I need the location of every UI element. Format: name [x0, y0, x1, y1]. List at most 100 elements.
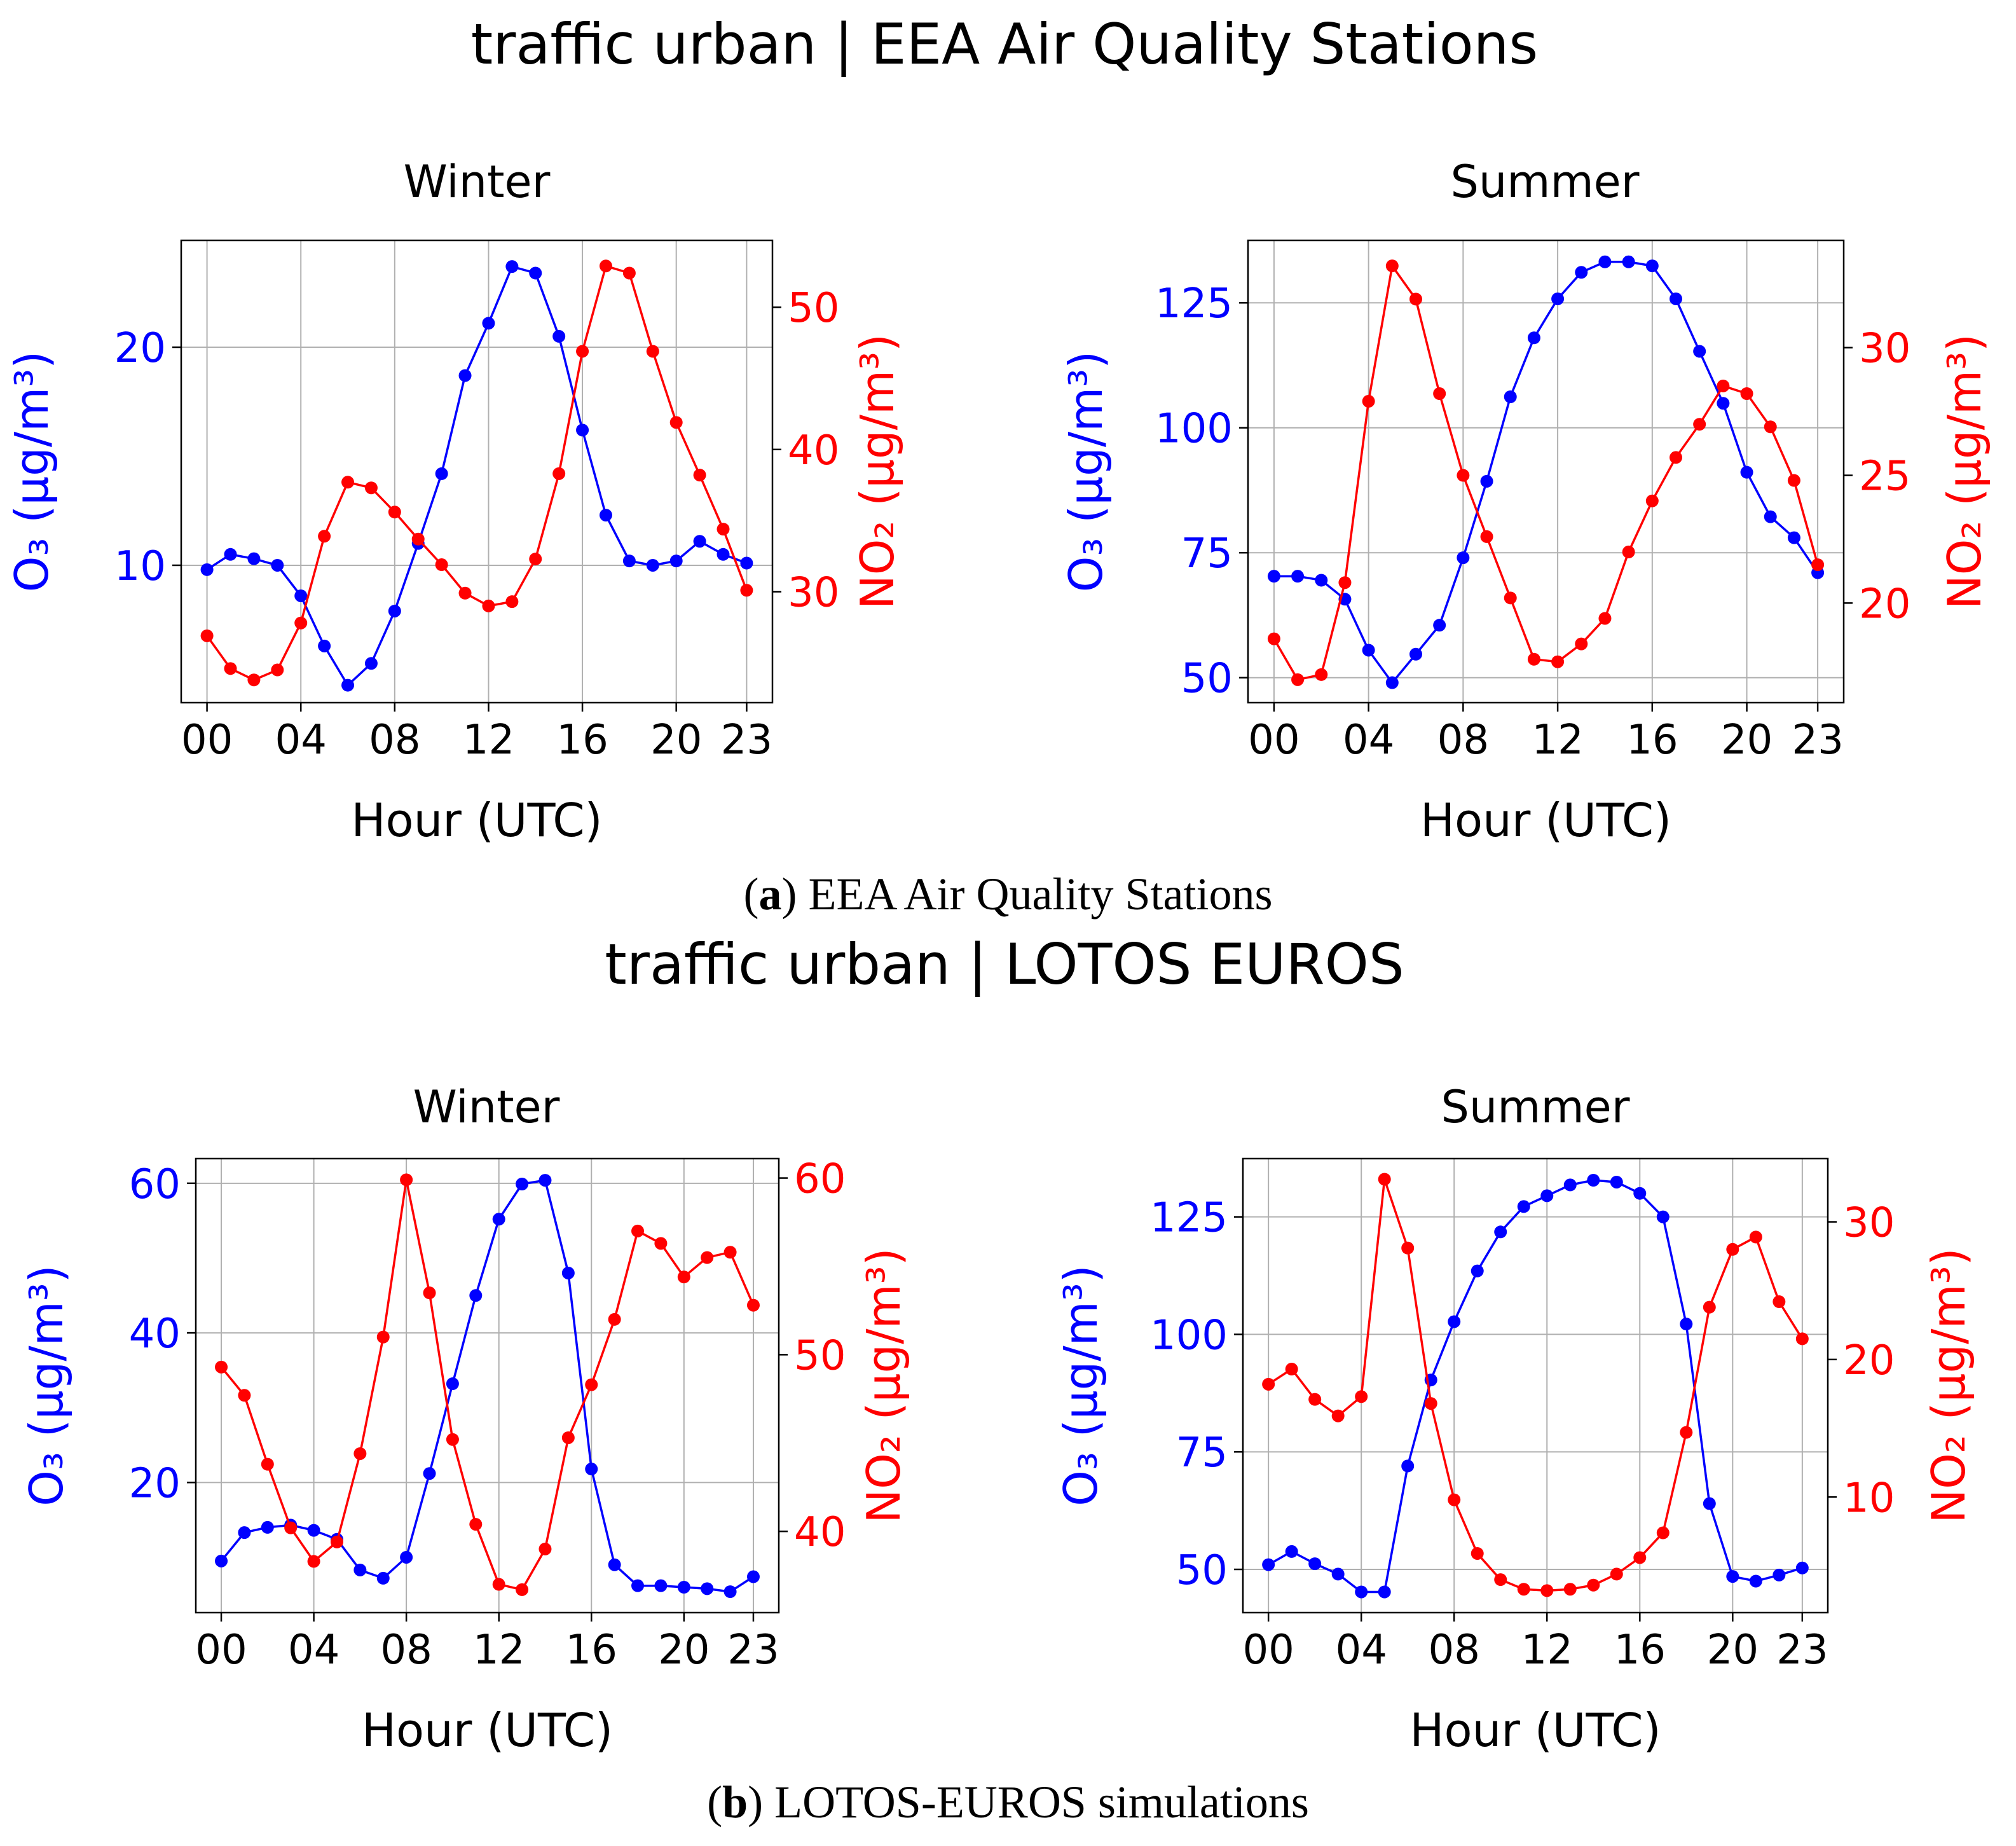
data-point-no2	[1645, 494, 1659, 507]
data-point-o3	[388, 604, 401, 617]
data-point-o3	[1480, 474, 1493, 488]
series-line-o3	[206, 265, 748, 687]
data-point-o3	[552, 329, 566, 343]
data-point-o3	[1285, 1545, 1298, 1558]
data-point-no2	[261, 1457, 274, 1471]
data-point-o3	[1764, 510, 1777, 523]
data-point-no2	[1424, 1397, 1437, 1410]
data-point-o3	[538, 1174, 552, 1187]
data-point-no2	[364, 481, 378, 495]
data-point-o3	[469, 1289, 483, 1302]
data-point-o3	[224, 548, 237, 561]
data-point-o3	[307, 1524, 320, 1537]
data-point-no2	[423, 1286, 436, 1300]
data-point-o3	[247, 552, 261, 565]
data-point-o3	[529, 266, 542, 280]
data-point-no2	[1494, 1573, 1507, 1587]
data-point-no2	[469, 1518, 483, 1531]
x-tick-label: 08	[1437, 717, 1489, 764]
data-point-no2	[1622, 546, 1635, 559]
x-tick-label: 00	[1242, 1627, 1294, 1674]
data-point-o3	[1575, 266, 1588, 279]
data-point-no2	[1680, 1426, 1693, 1439]
panel-title: Winter	[413, 1081, 560, 1133]
y-left-axis-label: O₃ (µg/m³)	[1054, 1265, 1107, 1506]
y-right-tick-label: 30	[1843, 1200, 1895, 1247]
data-point-no2	[307, 1555, 320, 1568]
data-point-no2	[492, 1578, 505, 1591]
data-point-no2	[341, 476, 355, 489]
caption-a-letter: a	[758, 869, 782, 920]
data-point-no2	[561, 1431, 575, 1444]
data-point-o3	[1693, 345, 1706, 358]
data-point-no2	[1315, 668, 1328, 681]
data-point-no2	[1717, 379, 1730, 392]
data-point-o3	[435, 467, 448, 480]
y-right-tick-label: 20	[1843, 1337, 1895, 1384]
x-tick-label: 12	[1532, 717, 1583, 764]
data-point-no2	[482, 599, 495, 612]
data-point-o3	[1749, 1574, 1762, 1588]
data-point-o3	[585, 1463, 598, 1476]
section-a-title: traffic urban | EEA Air Quality Stations	[471, 11, 1538, 78]
data-point-o3	[318, 639, 331, 652]
y-left-tick-label: 40	[129, 1311, 181, 1358]
y-right-axis-label: NO₂ (µg/m³)	[1922, 1248, 1975, 1523]
data-point-o3	[654, 1579, 668, 1592]
data-point-o3	[505, 260, 519, 273]
series-line-no2	[1268, 1178, 1804, 1592]
data-point-o3	[1645, 259, 1659, 273]
data-point-no2	[693, 469, 706, 482]
data-point-o3	[723, 1585, 737, 1599]
data-point-no2	[1610, 1567, 1623, 1581]
data-point-o3	[1385, 676, 1399, 689]
data-point-o3	[1362, 644, 1375, 657]
data-point-o3	[1551, 292, 1565, 305]
data-point-no2	[1773, 1295, 1786, 1309]
data-point-o3	[458, 369, 472, 382]
data-point-no2	[1385, 259, 1399, 273]
data-point-o3	[1563, 1178, 1577, 1192]
data-point-o3	[669, 554, 683, 568]
data-point-o3	[200, 563, 214, 576]
x-tick-label: 12	[473, 1627, 525, 1674]
y-left-tick-label: 50	[1176, 1547, 1228, 1594]
x-axis-label: Hour (UTC)	[1420, 794, 1671, 847]
y-left-axis-label: O₃ (µg/m³)	[5, 351, 58, 592]
data-point-no2	[1749, 1230, 1762, 1244]
data-point-no2	[376, 1330, 390, 1344]
data-point-o3	[1517, 1200, 1530, 1213]
data-point-no2	[271, 663, 284, 677]
caption-b: (b) LOTOS-EUROS simulations	[0, 1776, 2016, 1829]
data-point-o3	[341, 678, 355, 692]
caption-b-close-paren: )	[748, 1777, 764, 1828]
y-right-tick-label: 40	[794, 1509, 846, 1556]
panel-eea-summer: 00 04 08 12 16 20 23 50 75 100 125 20 25 30 Summer Hour…	[1059, 156, 1991, 847]
data-point-o3	[1540, 1189, 1554, 1202]
x-tick-label: 04	[1335, 1627, 1387, 1674]
data-point-o3	[1622, 255, 1635, 268]
data-point-o3	[446, 1377, 459, 1391]
series-line-o3	[1268, 1179, 1803, 1594]
y-left-tick-label: 75	[1181, 530, 1233, 577]
data-point-o3	[215, 1554, 228, 1567]
x-tick-label: 00	[195, 1627, 247, 1674]
data-point-o3	[1409, 647, 1422, 661]
data-point-o3	[1656, 1210, 1670, 1223]
data-point-o3	[1587, 1174, 1600, 1187]
data-point-no2	[1504, 591, 1517, 605]
data-point-no2	[576, 345, 589, 358]
data-point-o3	[1471, 1264, 1484, 1278]
y-left-tick-label: 50	[1181, 656, 1233, 703]
data-point-no2	[1433, 387, 1446, 400]
x-tick-label: 04	[1343, 717, 1394, 764]
data-point-o3	[353, 1563, 367, 1576]
data-point-o3	[482, 317, 495, 330]
data-point-o3	[701, 1582, 714, 1595]
data-point-o3	[423, 1467, 436, 1480]
y-right-axis-label: NO₂ (µg/m³)	[851, 334, 904, 609]
caption-a-close-paren: )	[781, 869, 797, 920]
data-point-o3	[1726, 1570, 1739, 1583]
data-point-no2	[1670, 451, 1683, 464]
data-point-no2	[284, 1521, 298, 1534]
